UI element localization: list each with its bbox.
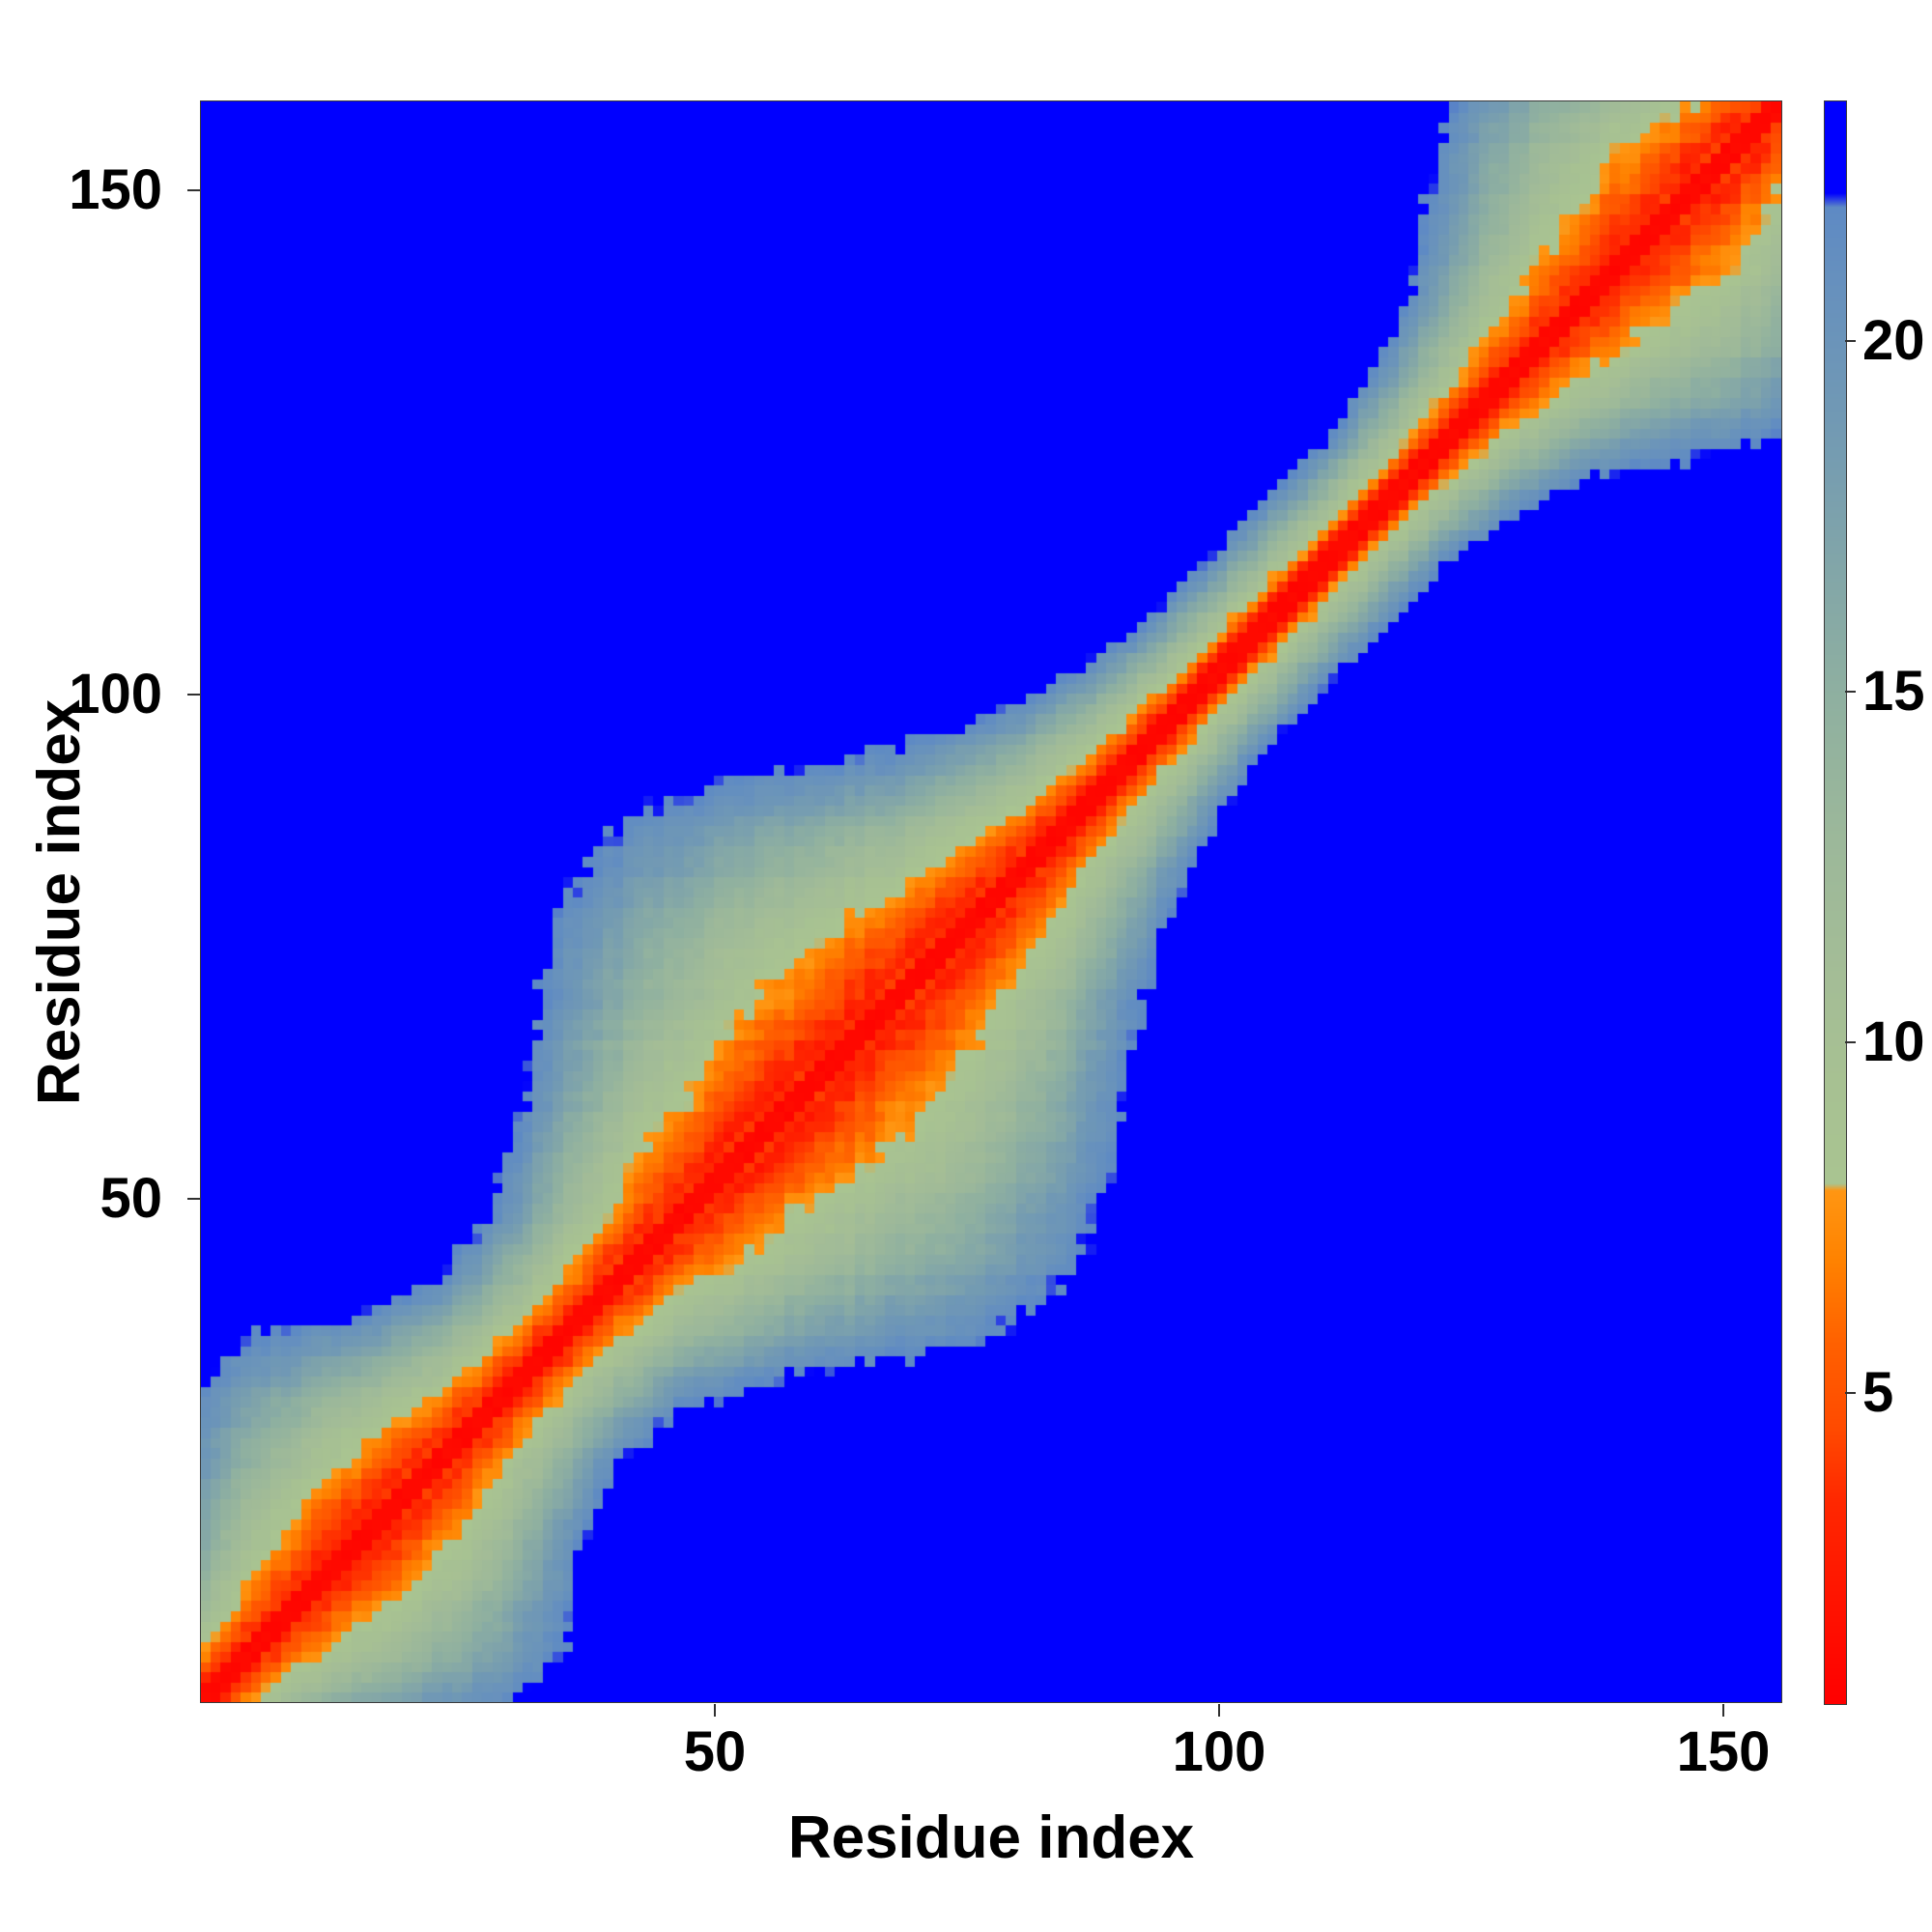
colorbar-tick-10 (1845, 1041, 1856, 1043)
x-tick-label-50: 50 (683, 1720, 747, 1783)
colorbar-label-20: 20 (1862, 309, 1925, 372)
y-tick-50 (187, 1198, 200, 1200)
y-tick-label-50: 50 (99, 1167, 162, 1230)
colorbar-tick-15 (1845, 691, 1856, 693)
colorbar: 20 15 10 5 (1824, 100, 1925, 1705)
x-axis-title: Residue index (787, 1804, 1195, 1871)
heatmap-image (201, 101, 1781, 1702)
colorbar-label-15: 15 (1862, 660, 1925, 723)
colorbar-gradient (1824, 100, 1847, 1705)
y-tick-100 (187, 694, 200, 696)
colorbar-label-10: 10 (1862, 1010, 1925, 1073)
y-axis-title: Residue index (26, 698, 93, 1106)
y-tick-label-150: 150 (69, 158, 162, 221)
y-tick-150 (187, 189, 200, 191)
x-tick-label-150: 150 (1676, 1720, 1771, 1783)
x-tick-100 (1218, 1704, 1220, 1717)
y-tick-label-100: 100 (69, 663, 162, 725)
colorbar-tick-20 (1845, 340, 1856, 342)
colorbar-label-5: 5 (1862, 1361, 1894, 1424)
x-tick-50 (714, 1704, 716, 1717)
heatmap-plot-area (200, 100, 1782, 1703)
colorbar-tick-5 (1845, 1392, 1856, 1394)
x-tick-label-100: 100 (1172, 1720, 1266, 1783)
x-tick-150 (1722, 1704, 1724, 1717)
